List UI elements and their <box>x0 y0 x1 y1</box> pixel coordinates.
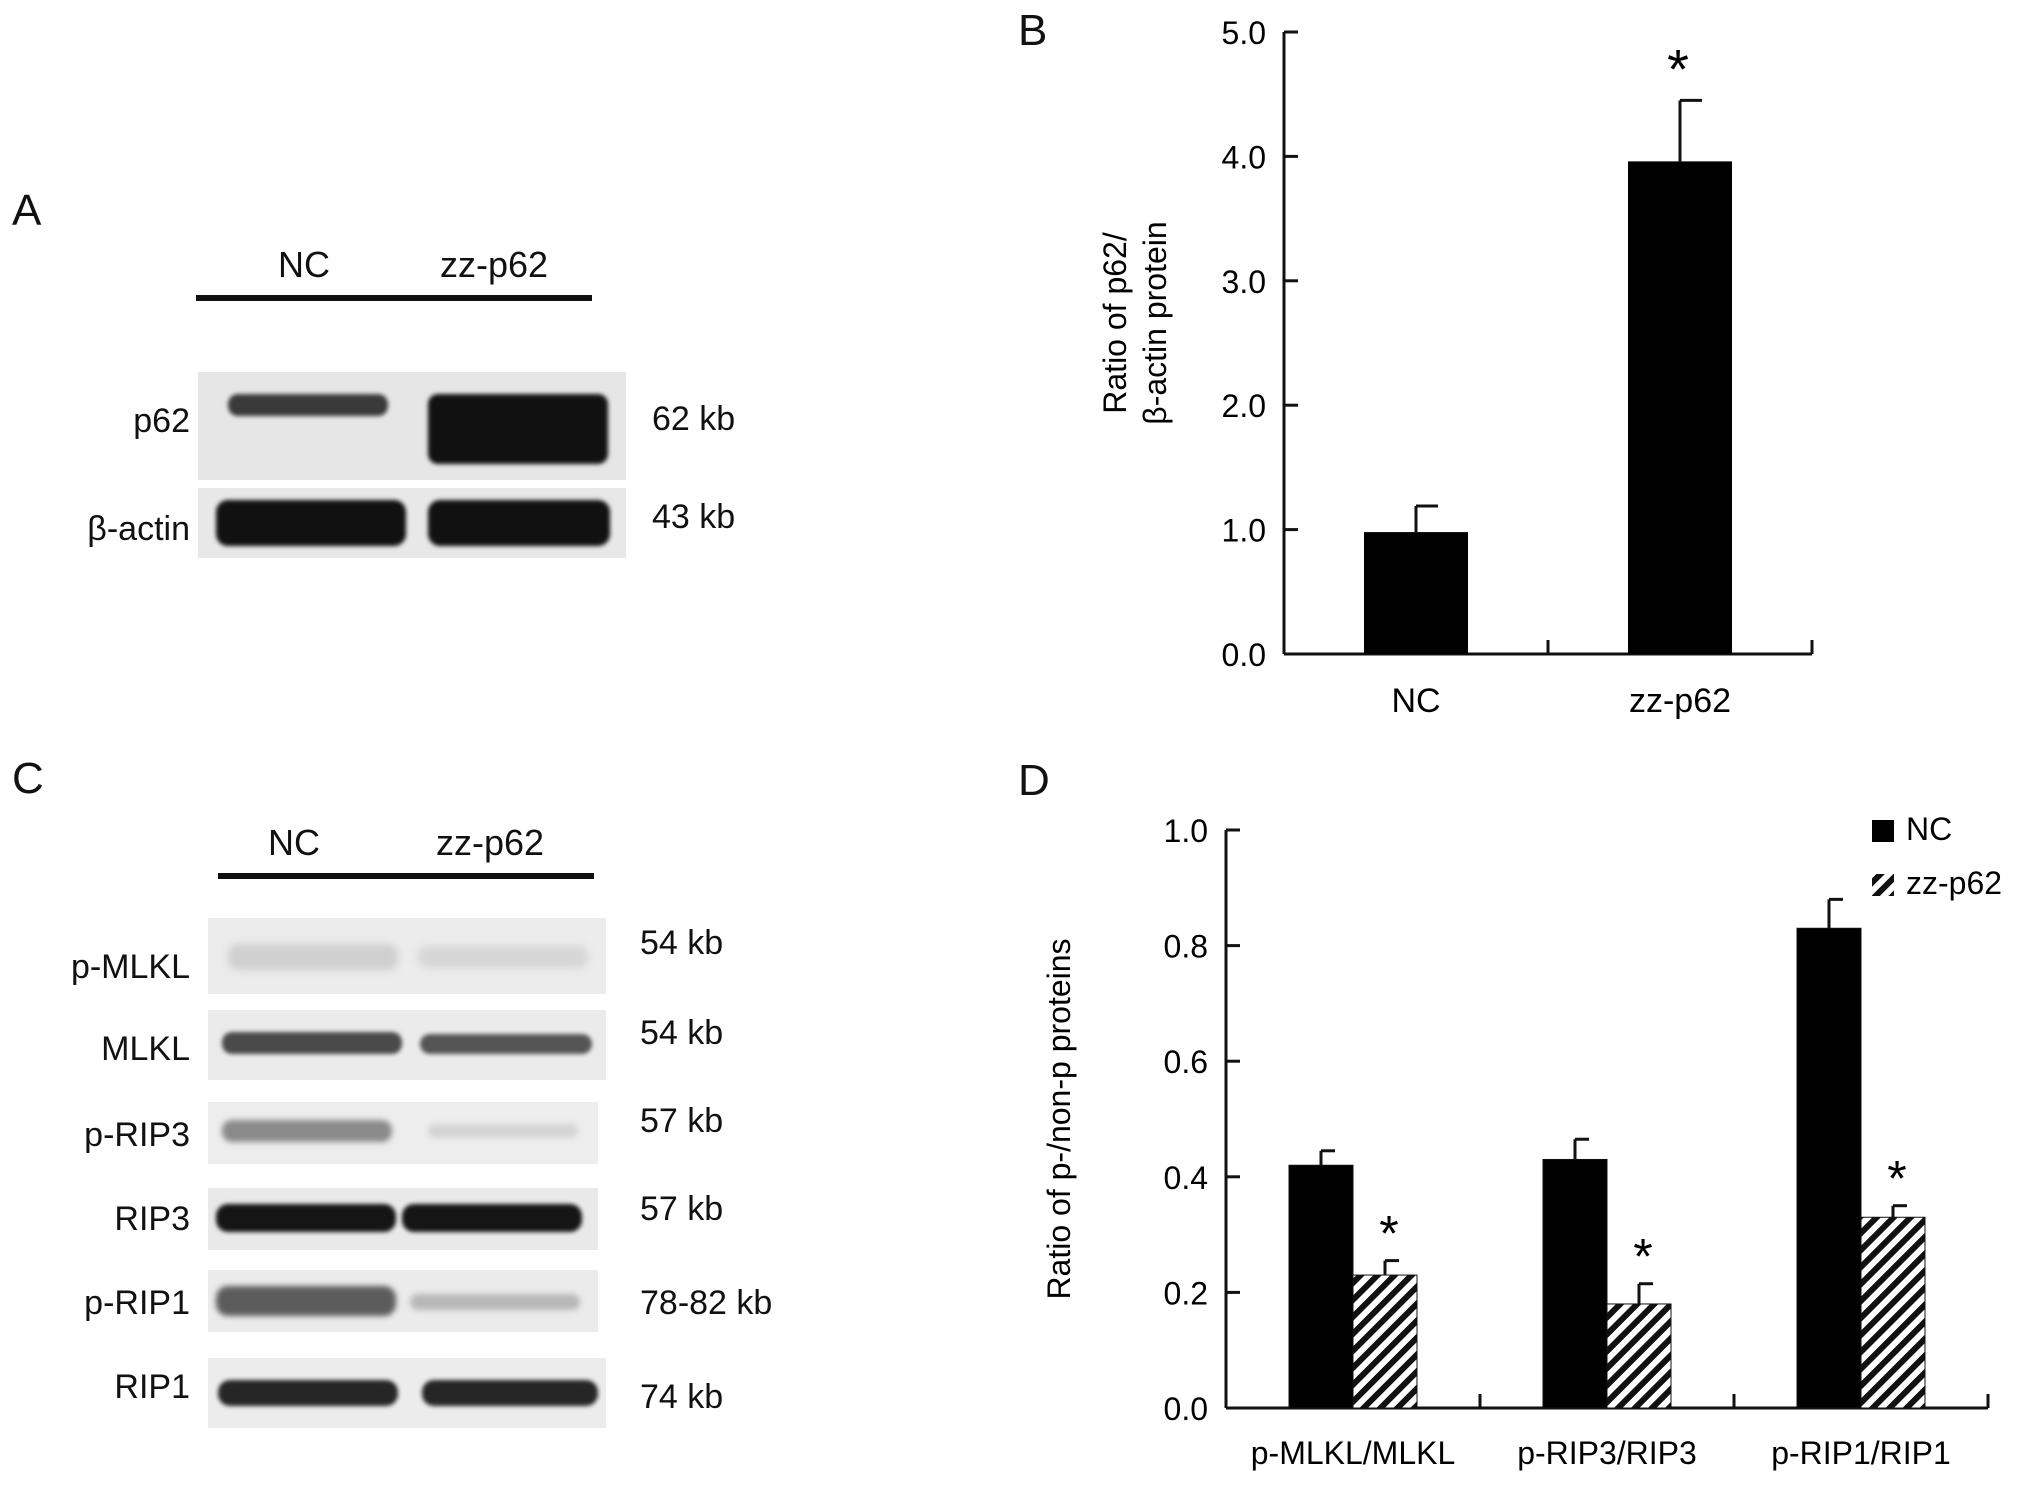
panel-c-size-mlkl: 54 kb <box>640 1014 724 1052</box>
panel-c-letter: C <box>12 754 44 803</box>
panel-c-lane-zz-p62: zz-p62 <box>435 822 545 863</box>
band <box>428 500 610 546</box>
band <box>410 1294 580 1310</box>
panel-a-lane-zz-p62: zz-p62 <box>439 244 549 285</box>
bar-NC-2 <box>1796 927 1862 1409</box>
panel-a-size-beta-actin: 43 kb <box>652 498 736 536</box>
significance-marker: * <box>1633 1229 1652 1285</box>
panel-c-row-label-p-mlkl: p-MLKL <box>70 948 190 986</box>
y-tick-label: 5.0 <box>1222 15 1266 51</box>
y-tick-label: 4.0 <box>1222 139 1266 175</box>
panel-d-chart: 0.0 0.2 0.4 0.6 0.8 1.0 * p-MLKL/MLKL * p-RIP3/RI… <box>1041 811 2002 1471</box>
y-axis-label-line: β-actin protein <box>1137 221 1173 424</box>
y-tick-label: 0.2 <box>1164 1275 1208 1311</box>
panel-c-lane-nc: NC <box>268 822 320 863</box>
y-tick-label: 0.0 <box>1164 1391 1208 1427</box>
panel-c-size-p-mlkl: 54 kb <box>640 924 724 962</box>
panel-a-lane-rule <box>196 295 592 301</box>
panel-a-blot-beta-actin <box>198 488 626 558</box>
band <box>218 1380 398 1406</box>
legend-swatch-NC <box>1872 820 1894 842</box>
panel-c-blot-p-rip1 <box>208 1270 598 1332</box>
panel-a-size-p62: 62 kb <box>652 400 736 438</box>
y-tick-label: 1.0 <box>1222 513 1266 549</box>
panel-b-letter: B <box>1018 6 1048 55</box>
band <box>216 1286 396 1316</box>
panel-c-blot-p-rip3 <box>208 1102 598 1164</box>
band <box>418 946 588 968</box>
significance-marker: * <box>1379 1206 1398 1262</box>
x-tick-label: p-MLKL/MLKL <box>1251 1435 1456 1471</box>
band <box>402 1204 582 1232</box>
bar-zz-p62-0 <box>1352 1274 1418 1409</box>
band <box>428 394 608 464</box>
bar-zz-p62-1 <box>1606 1303 1672 1409</box>
bar-zz-p62-2 <box>1860 1216 1926 1409</box>
panel-c-size-rip3: 57 kb <box>640 1190 724 1228</box>
panel-c-blot-rip1 <box>208 1358 606 1428</box>
panel-c-row-label-p-rip3: p-RIP3 <box>84 1116 190 1154</box>
panel-c-blot-mlkl <box>208 1010 606 1080</box>
band <box>422 1380 598 1406</box>
band <box>222 1120 392 1142</box>
panel-a-blot-p62 <box>198 372 626 480</box>
y-axis-label: Ratio of p-/non-p proteins <box>1041 938 1077 1299</box>
panel-a-row-label-p62: p62 <box>133 402 190 440</box>
panel-c-blot-p-mlkl <box>208 918 606 994</box>
panel-c-lane-rule <box>218 873 594 879</box>
y-tick-label: 0.6 <box>1164 1044 1208 1080</box>
y-tick-label: 0.8 <box>1164 929 1208 965</box>
x-tick-label: NC <box>1391 682 1440 720</box>
panel-c-size-rip1: 74 kb <box>640 1378 724 1416</box>
band <box>216 1204 396 1232</box>
significance-marker: * <box>1667 37 1689 100</box>
y-tick-label: 2.0 <box>1222 388 1266 424</box>
panel-c-row-label-rip1: RIP1 <box>114 1368 190 1406</box>
x-tick-label: p-RIP1/RIP1 <box>1771 1435 1951 1471</box>
y-axis-label: Ratio of p62/β-actin protein <box>1097 221 1173 424</box>
panel-b-chart: 0.0 1.0 2.0 3.0 4.0 5.0 NC zz-p62 * Ratio of p62/… <box>1097 15 1814 720</box>
band <box>222 1032 402 1054</box>
panel-c-size-p-rip3: 57 kb <box>640 1102 724 1140</box>
y-tick-label: 0.0 <box>1222 637 1266 673</box>
band <box>428 1124 578 1138</box>
bar-zz-p62 <box>1628 161 1732 654</box>
panel-c-row-label-rip3: RIP3 <box>114 1200 190 1238</box>
x-tick-label: p-RIP3/RIP3 <box>1517 1435 1697 1471</box>
legend-label-NC: NC <box>1906 811 1952 847</box>
legend-swatch-zz-p62 <box>1872 874 1894 896</box>
bar-NC-1 <box>1542 1158 1608 1409</box>
panel-c-row-label-p-rip1: p-RIP1 <box>84 1284 190 1322</box>
y-tick-label: 0.4 <box>1164 1160 1208 1196</box>
band <box>216 500 406 546</box>
panel-d-letter: D <box>1018 756 1050 805</box>
panel-c-size-p-rip1: 78-82 kb <box>640 1284 773 1322</box>
band <box>228 944 398 970</box>
panel-c-row-label-mlkl: MLKL <box>101 1030 190 1068</box>
panel-a-lane-nc: NC <box>278 244 330 285</box>
panel-c-blot-rip3 <box>208 1188 598 1250</box>
significance-marker: * <box>1887 1151 1906 1207</box>
x-tick-label: zz-p62 <box>1629 682 1731 720</box>
y-tick-label: 1.0 <box>1164 813 1208 849</box>
band <box>420 1034 592 1054</box>
y-tick-label: 3.0 <box>1222 264 1266 300</box>
legend-label-zz-p62: zz-p62 <box>1906 865 2002 901</box>
panel-a-letter: A <box>12 186 42 235</box>
y-axis-label-line: Ratio of p62/ <box>1097 232 1133 414</box>
panel-a-row-label-beta-actin: β-actin <box>87 510 190 548</box>
band <box>228 394 388 416</box>
bar-NC <box>1364 532 1468 654</box>
bar-NC-0 <box>1288 1164 1354 1409</box>
